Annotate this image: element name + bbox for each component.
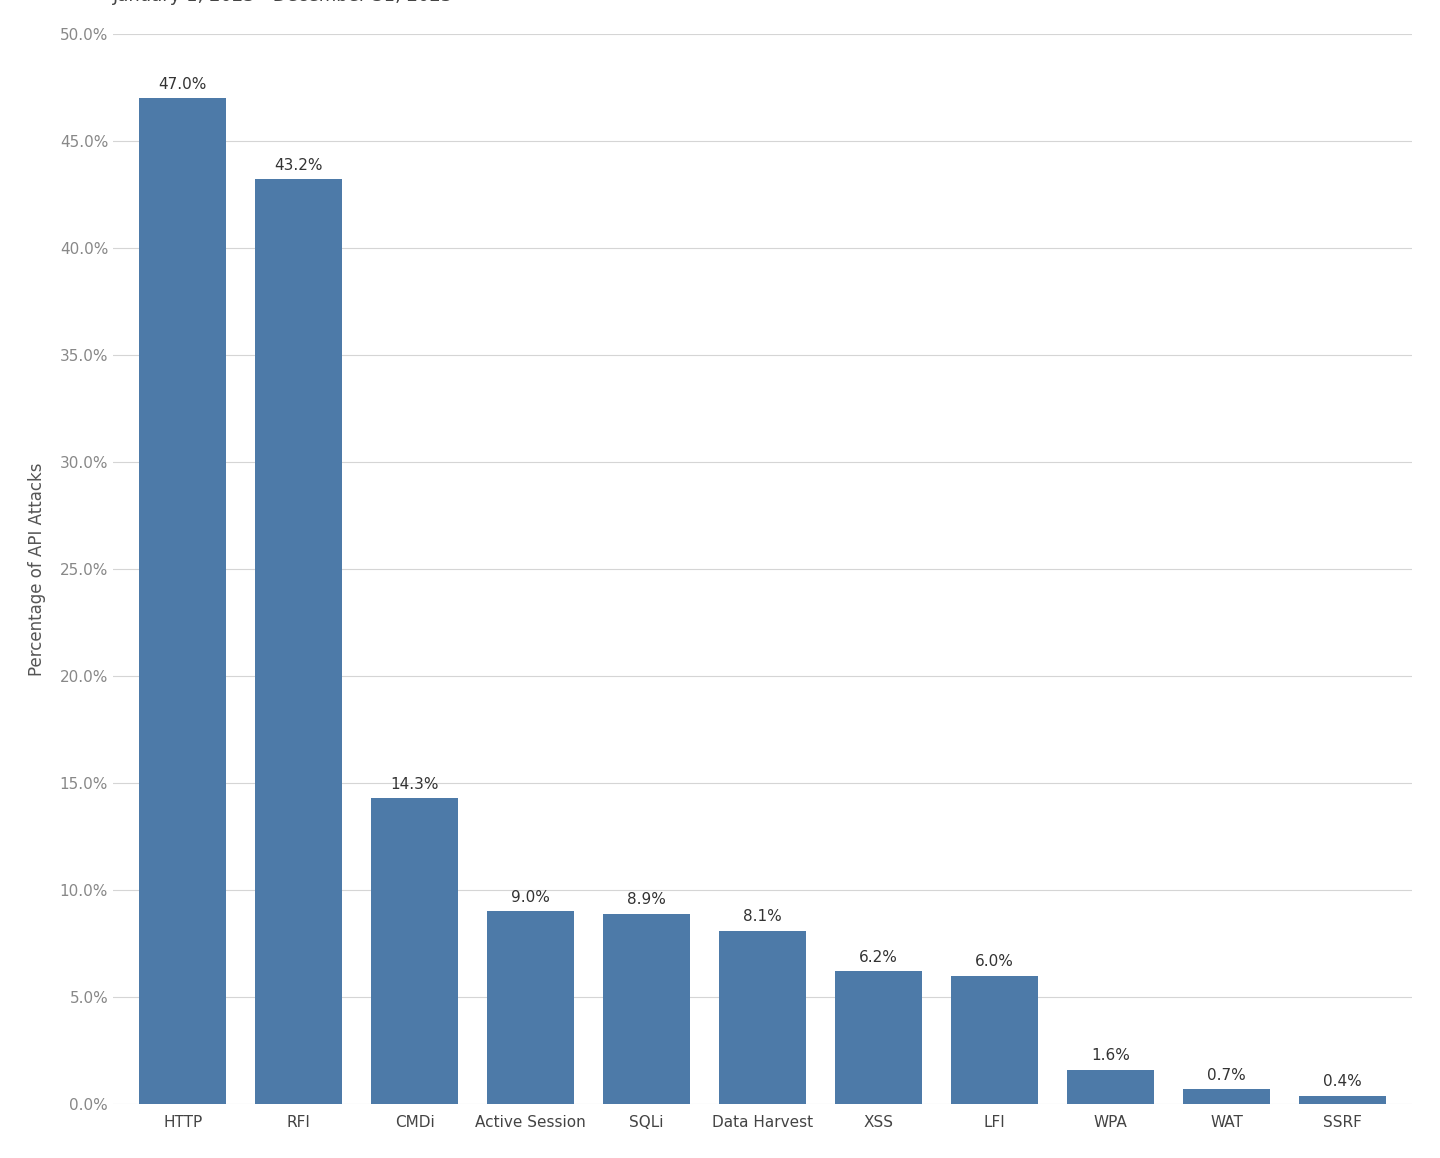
Text: 1.6%: 1.6% [1092, 1048, 1130, 1063]
Text: 43.2%: 43.2% [275, 157, 323, 173]
Bar [1184, 1090, 1270, 1104]
Bar [487, 911, 575, 1104]
Text: 8.9%: 8.9% [628, 892, 667, 907]
Text: 0.4%: 0.4% [1323, 1075, 1362, 1090]
Text: 9.0%: 9.0% [511, 891, 550, 906]
Text: 47.0%: 47.0% [158, 76, 207, 91]
Text: 8.1%: 8.1% [743, 909, 782, 924]
Bar [1299, 1095, 1387, 1104]
Text: 6.2%: 6.2% [860, 950, 899, 965]
Y-axis label: Percentage of API Attacks: Percentage of API Attacks [27, 462, 46, 676]
Bar [835, 972, 922, 1104]
Bar [1067, 1070, 1153, 1104]
Bar [603, 914, 690, 1104]
Bar [255, 179, 343, 1104]
Bar [140, 98, 226, 1104]
Text: January 1, 2023 - December 31, 2023: January 1, 2023 - December 31, 2023 [112, 0, 454, 5]
Bar [952, 976, 1038, 1104]
Bar [719, 931, 806, 1104]
Text: 14.3%: 14.3% [390, 777, 439, 792]
Bar [372, 798, 458, 1104]
Text: 6.0%: 6.0% [975, 954, 1014, 969]
Text: 0.7%: 0.7% [1207, 1068, 1246, 1083]
